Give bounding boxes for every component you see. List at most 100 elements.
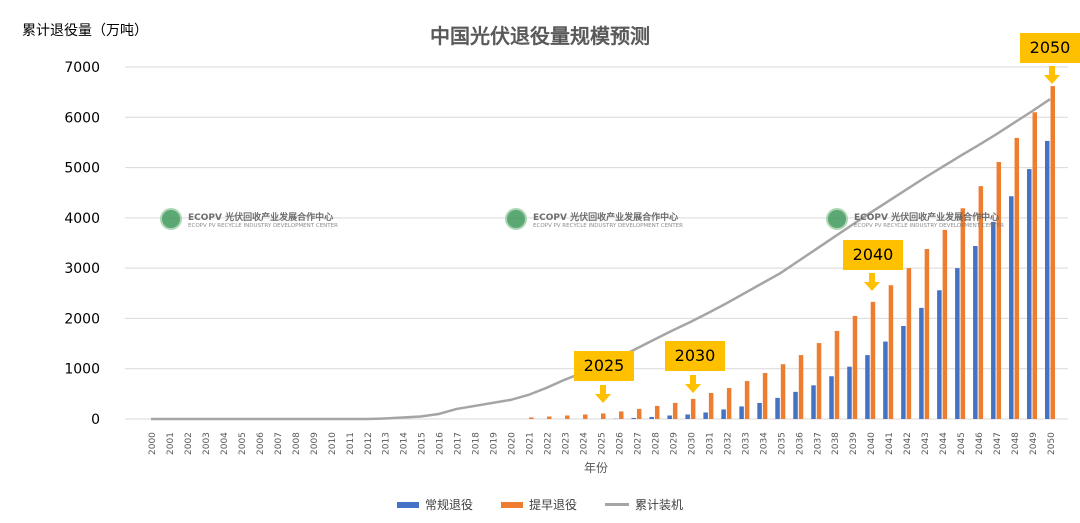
- watermark-text: ECOPV 光伏回收产业发展合作中心: [188, 212, 334, 223]
- x-tick-label: 2028: [651, 432, 661, 455]
- bar-提早退役-2042: [906, 268, 912, 419]
- legend-label: 提早退役: [528, 498, 577, 512]
- bar-提早退役-2022: [547, 416, 552, 419]
- watermark-subtext: ECOPV PV RECYCLE INDUSTRY DEVELOPMENT CE…: [188, 222, 338, 229]
- bar-提早退役-2037: [816, 343, 822, 419]
- bar-常规退役-2037: [811, 385, 816, 419]
- bar-提早退役-2032: [726, 388, 732, 419]
- x-tick-label: 2044: [939, 432, 949, 455]
- bar-常规退役-2048: [1009, 196, 1014, 419]
- x-tick-label: 2011: [346, 432, 356, 455]
- legend-item: 累计装机: [605, 496, 683, 513]
- x-tick-label: 2001: [166, 432, 176, 455]
- x-tick-label: 2041: [885, 432, 895, 455]
- bar-常规退役-2030: [685, 414, 690, 419]
- watermark: ECOPV 光伏回收产业发展合作中心 ECOPV PV RECYCLE INDUS…: [826, 208, 1004, 230]
- x-tick-label: 2043: [921, 432, 931, 455]
- x-tick-label: 2034: [759, 432, 769, 455]
- bar-常规退役-2034: [757, 402, 762, 419]
- x-tick-label: 2013: [382, 432, 392, 455]
- x-tick-label: 2050: [1047, 432, 1057, 455]
- x-tick-label: 2005: [238, 432, 248, 455]
- bar-提早退役-2043: [924, 249, 930, 419]
- bar-提早退役-2035: [780, 364, 786, 419]
- bar-提早退役-2026: [618, 411, 624, 419]
- legend-label: 常规退役: [424, 498, 473, 512]
- bar-常规退役-2050: [1045, 140, 1050, 420]
- bar-常规退役-2032: [721, 409, 726, 419]
- bar-提早退役-2045: [960, 208, 966, 419]
- bar-提早退役-2025: [601, 413, 606, 419]
- bar-常规退役-2043: [919, 307, 924, 419]
- x-tick-label: 2046: [975, 432, 985, 455]
- x-tick-label: 2047: [993, 432, 1003, 455]
- legend-swatch: [605, 503, 629, 506]
- x-tick-label: 2048: [1011, 432, 1021, 455]
- arrow-down-icon: [685, 375, 701, 393]
- bar-常规退役-2029: [667, 415, 672, 419]
- x-tick-label: 2035: [777, 432, 787, 455]
- bar-提早退役-2033: [744, 381, 750, 419]
- x-tick-label: 2014: [400, 432, 410, 455]
- bar-提早退役-2031: [708, 393, 714, 419]
- bar-常规退役-2047: [991, 221, 996, 419]
- legend-swatch: [500, 501, 523, 508]
- bar-提早退役-2027: [636, 408, 642, 419]
- ecopv-logo-icon: [505, 208, 527, 230]
- x-tick-label: 2025: [598, 432, 608, 455]
- y-tick-label: 5000: [64, 161, 100, 177]
- y-axis-label: 累计退役量（万吨）: [22, 23, 148, 39]
- x-tick-label: 2007: [274, 432, 284, 455]
- x-tick-label: 2049: [1029, 432, 1039, 455]
- x-tick-label: 2004: [220, 432, 230, 455]
- x-tick-label: 2009: [310, 432, 320, 455]
- watermark: ECOPV 光伏回收产业发展合作中心 ECOPV PV RECYCLE INDUS…: [160, 208, 338, 230]
- x-tick-label: 2033: [741, 432, 751, 455]
- legend-item: 常规退役: [396, 496, 473, 513]
- y-tick-label: 2000: [64, 311, 100, 327]
- bar-提早退役-2029: [672, 402, 678, 419]
- x-axis-label: 年份: [584, 461, 608, 475]
- bar-常规退役-2042: [901, 325, 906, 419]
- x-tick-label: 2026: [615, 432, 625, 455]
- y-tick-label: 3000: [64, 261, 100, 277]
- x-tick-label: 2008: [292, 432, 302, 455]
- x-tick-label: 2024: [580, 432, 590, 455]
- bar-常规退役-2045: [955, 268, 960, 419]
- x-tick-label: 2000: [148, 432, 158, 455]
- bar-常规退役-2049: [1027, 169, 1032, 419]
- x-tick-label: 2010: [328, 432, 338, 455]
- x-tick-label: 2036: [795, 432, 805, 455]
- x-tick-label: 2020: [508, 432, 518, 455]
- arrow-down-icon: [1044, 66, 1060, 84]
- y-tick-label: 4000: [64, 211, 100, 227]
- legend-label: 累计装机: [635, 498, 684, 512]
- bar-提早退役-2021: [529, 417, 534, 419]
- bar-常规退役-2033: [739, 406, 744, 419]
- bar-提早退役-2049: [1032, 112, 1038, 419]
- x-tick-label: 2022: [544, 432, 554, 455]
- bar-常规退役-2031: [703, 412, 708, 419]
- bar-提早退役-2040: [870, 301, 876, 419]
- bar-提早退役-2030: [690, 398, 696, 419]
- x-tick-label: 2040: [867, 432, 877, 455]
- ecopv-logo-icon: [160, 208, 182, 230]
- bar-提早退役-2024: [583, 414, 588, 419]
- x-tick-label: 2018: [472, 432, 482, 455]
- bar-提早退役-2050: [1050, 86, 1055, 419]
- bar-提早退役-2038: [834, 331, 840, 419]
- bar-提早退役-2044: [942, 229, 948, 419]
- x-tick-label: 2019: [490, 432, 500, 455]
- bar-提早退役-2041: [888, 285, 894, 419]
- legend-item: 提早退役: [500, 496, 577, 513]
- y-tick-label: 7000: [64, 60, 100, 76]
- x-tick-label: 2031: [705, 432, 715, 455]
- bar-提早退役-2023: [565, 415, 570, 419]
- x-tick-label: 2037: [813, 432, 823, 455]
- callout-2025: 2025: [574, 351, 634, 381]
- y-tick-label: 6000: [64, 110, 100, 126]
- x-tick-label: 2038: [831, 432, 841, 455]
- watermark: ECOPV 光伏回收产业发展合作中心 ECOPV PV RECYCLE INDUS…: [505, 208, 683, 230]
- x-tick-label: 2003: [202, 432, 212, 455]
- bar-提早退役-2047: [996, 162, 1002, 420]
